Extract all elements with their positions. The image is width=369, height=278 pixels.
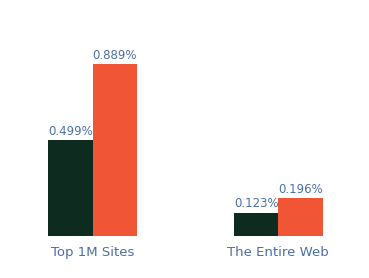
Text: 0.123%: 0.123%: [234, 197, 278, 210]
Bar: [48, 140, 93, 236]
Bar: [278, 198, 323, 236]
Text: 0.196%: 0.196%: [278, 183, 323, 196]
Text: 0.499%: 0.499%: [48, 125, 93, 138]
Bar: [93, 64, 137, 236]
Text: 0.889%: 0.889%: [93, 49, 137, 62]
Bar: [234, 212, 278, 236]
